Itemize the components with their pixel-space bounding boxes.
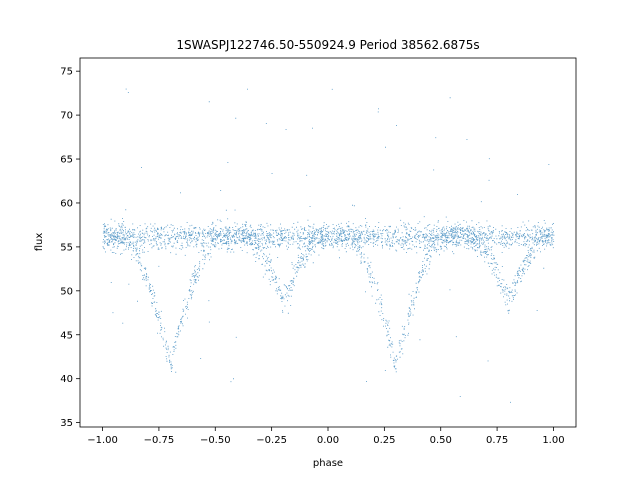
x-tick-label: 0.25 — [373, 435, 395, 446]
y-tick-label: 45 — [60, 330, 73, 341]
data-points — [102, 88, 555, 403]
y-tick-label: 75 — [60, 67, 73, 78]
x-axis-label: phase — [313, 458, 343, 469]
x-tick-label: −0.75 — [144, 435, 175, 446]
x-tick-label: −1.00 — [87, 435, 118, 446]
x-tick-label: 0.00 — [317, 435, 339, 446]
x-tick-label: −0.50 — [200, 435, 231, 446]
chart-title: 1SWASPJ122746.50-550924.9 Period 38562.6… — [176, 38, 479, 52]
x-tick-label: 0.50 — [430, 435, 452, 446]
y-tick-label: 55 — [60, 242, 73, 253]
y-tick-label: 60 — [60, 198, 73, 209]
y-tick-label: 50 — [60, 286, 73, 297]
x-axis: −1.00 −0.75 −0.50 −0.25 0.00 0.25 0.50 0.75 1.00 — [87, 427, 565, 446]
y-tick-label: 35 — [60, 418, 73, 429]
y-axis-label: flux — [34, 233, 45, 252]
scatter-points — [102, 88, 555, 403]
y-axis: 35 40 45 50 55 60 65 70 75 — [60, 67, 80, 429]
x-tick-label: 1.00 — [542, 435, 564, 446]
x-tick-label: 0.75 — [486, 435, 508, 446]
y-tick-label: 65 — [60, 155, 73, 166]
y-tick-label: 40 — [60, 374, 73, 385]
x-tick-label: −0.25 — [256, 435, 287, 446]
plot-frame — [79, 57, 577, 428]
y-tick-label: 70 — [60, 111, 73, 122]
